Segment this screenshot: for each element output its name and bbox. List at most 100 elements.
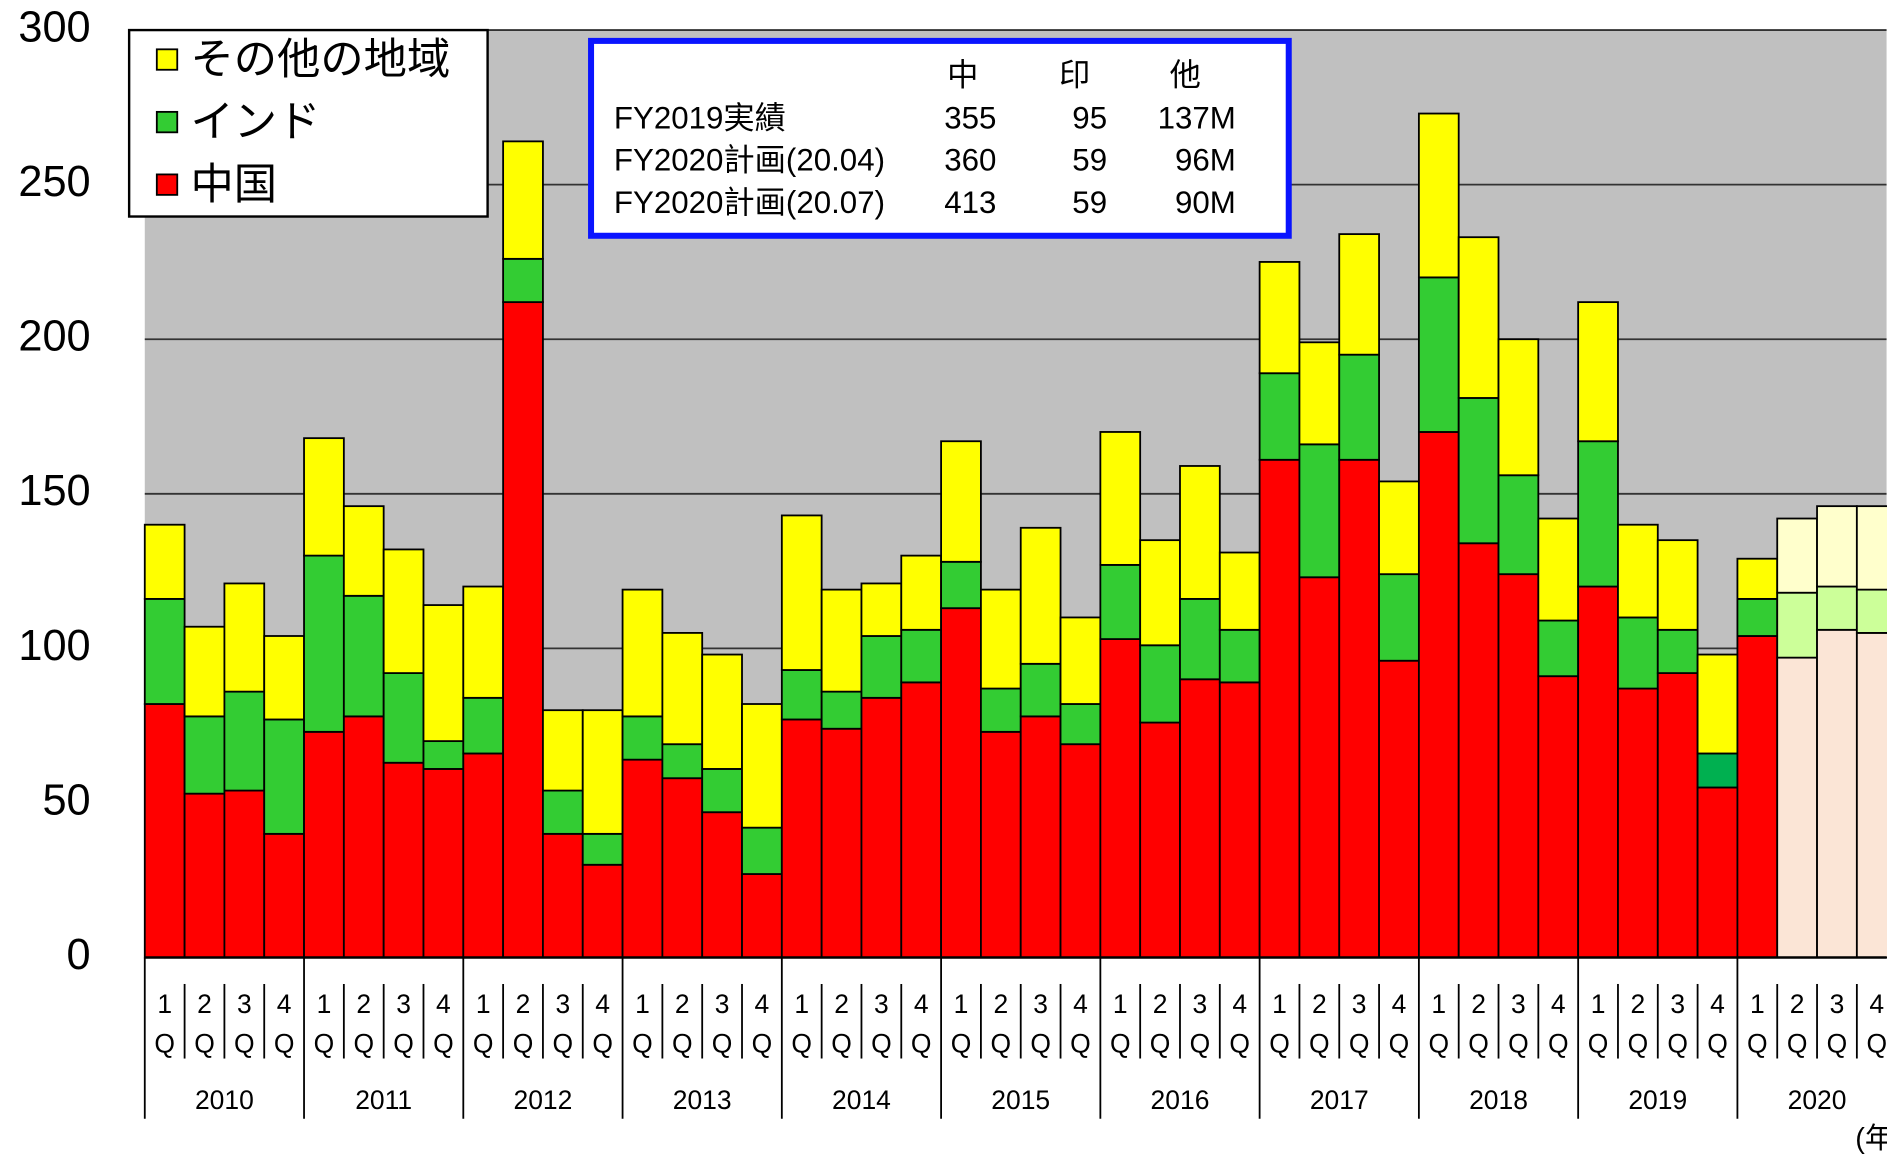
- x-tick-label: 3Q: [1822, 989, 1852, 1068]
- y-tick-label: 100: [18, 622, 90, 670]
- bar-segment: [1577, 440, 1619, 588]
- bar-segment: [502, 140, 544, 260]
- bar-segment: [1617, 687, 1659, 959]
- bar-segment: [382, 548, 425, 674]
- bar-segment: [1298, 341, 1341, 446]
- bar-segment: [183, 625, 226, 718]
- bar-segment: [1537, 675, 1580, 959]
- bar-segment: [661, 743, 704, 780]
- bar-segment: [422, 740, 465, 770]
- bar-segment: [741, 703, 783, 829]
- x-tick-label: 4Q: [1065, 989, 1095, 1068]
- bar-segment: [143, 597, 186, 705]
- bar-segment: [1696, 752, 1739, 789]
- x-tick-label: 3Q: [389, 989, 419, 1068]
- year-label: 2017: [1310, 1085, 1369, 1115]
- bar-segment: [1139, 644, 1181, 724]
- x-tick-label: 2Q: [508, 989, 538, 1068]
- x-tick-label: 1Q: [150, 989, 180, 1068]
- bar-segment: [780, 514, 823, 671]
- bar-segment: [303, 730, 345, 959]
- bar-segment: [502, 301, 544, 959]
- x-tick-label: 4Q: [588, 989, 618, 1068]
- bar-segment: [860, 696, 903, 959]
- x-tick-label: 1Q: [946, 989, 976, 1068]
- bar-segment: [542, 709, 584, 792]
- bar-segment: [1218, 551, 1261, 631]
- x-tick-label: 3Q: [548, 989, 578, 1068]
- bar-segment: [1258, 458, 1301, 959]
- x-tick-label: 1Q: [1265, 989, 1295, 1068]
- bar-segment: [661, 777, 704, 959]
- bar-segment: [741, 873, 783, 959]
- x-tick-label: 4Q: [1862, 989, 1887, 1068]
- bar-segment: [382, 672, 425, 764]
- bar-segment: [1099, 563, 1142, 640]
- bar-segment: [1855, 505, 1887, 591]
- bar-segment: [263, 635, 305, 721]
- bar-segment: [1736, 597, 1779, 637]
- bar-segment: [1179, 678, 1221, 959]
- bar-segment: [1497, 573, 1540, 959]
- x-tick-label: 1Q: [1583, 989, 1613, 1068]
- bar-segment: [780, 718, 823, 959]
- bar-segment: [1338, 458, 1380, 959]
- y-tick-label: 200: [18, 313, 90, 361]
- bar-segment: [1298, 443, 1341, 579]
- bar-segment: [1179, 597, 1221, 681]
- year-label: 2020: [1788, 1085, 1847, 1115]
- bar-segment: [342, 594, 385, 718]
- bar-segment: [1656, 539, 1699, 631]
- bar-segment: [900, 628, 942, 684]
- bar-segment: [1019, 662, 1062, 718]
- bar-segment: [701, 768, 743, 814]
- bar-segment: [1417, 431, 1460, 959]
- bar-segment: [1099, 638, 1142, 959]
- bar-segment: [1497, 338, 1540, 477]
- bar-segment: [1537, 517, 1580, 622]
- bar-segment: [1338, 353, 1380, 461]
- bar-segment: [183, 715, 226, 795]
- legend-swatch: [155, 110, 179, 134]
- bar-segment: [1696, 653, 1739, 755]
- x-tick-label: 2Q: [1782, 989, 1812, 1068]
- x-tick-label: 1Q: [627, 989, 657, 1068]
- bar-segment: [940, 607, 982, 959]
- bar-segment: [581, 709, 624, 835]
- bar-segment: [1776, 591, 1818, 659]
- bar-segment: [1338, 233, 1380, 356]
- bar-segment: [860, 582, 903, 637]
- bar-segment: [1696, 786, 1739, 959]
- x-tick-label: 3Q: [229, 989, 259, 1068]
- bar-segment: [303, 437, 345, 557]
- bar-segment: [581, 832, 624, 866]
- x-tick-label: 4Q: [1225, 989, 1255, 1068]
- bar-segment: [263, 832, 305, 959]
- x-tick-label: 1Q: [1742, 989, 1772, 1068]
- bar-segment: [1258, 261, 1301, 375]
- bar-segment: [542, 789, 584, 835]
- bar-segment: [1736, 557, 1779, 600]
- legend-swatch: [155, 48, 179, 71]
- bar-segment: [741, 826, 783, 875]
- bar-segment: [1656, 672, 1699, 959]
- bar-segment: [1417, 112, 1460, 279]
- bar-segment: [1457, 542, 1500, 959]
- bar-segment: [422, 604, 465, 743]
- x-tick-label: 1Q: [309, 989, 339, 1068]
- bar-segment: [780, 669, 823, 721]
- table-cell: 355: [944, 101, 996, 136]
- table-header: 他: [1170, 57, 1201, 92]
- bar-segment: [621, 758, 664, 959]
- bar-segment: [1218, 628, 1261, 684]
- y-tick-label: 0: [67, 931, 91, 979]
- bar-segment: [1816, 505, 1858, 588]
- table-cell: 360: [944, 143, 996, 178]
- bar-segment: [1218, 681, 1261, 959]
- x-tick-label: 1Q: [1424, 989, 1454, 1068]
- x-tick-label: 3Q: [866, 989, 896, 1068]
- bar-segment: [1577, 301, 1619, 443]
- x-tick-label: 4Q: [1703, 989, 1733, 1068]
- bar-segment: [900, 681, 942, 959]
